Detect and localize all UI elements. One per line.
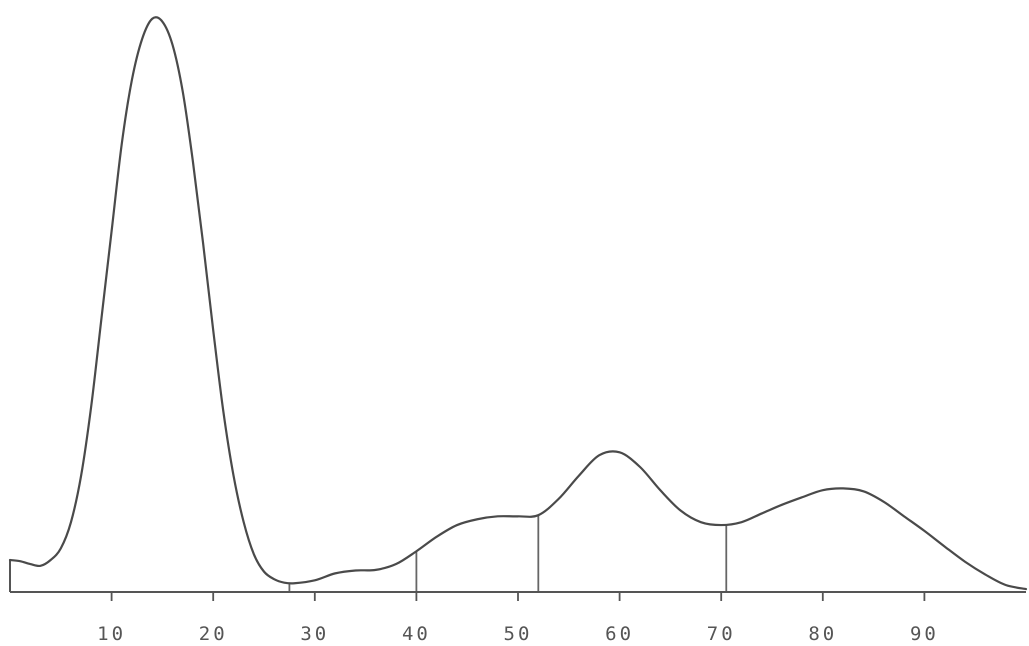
x-tick-label-50: 50 [504, 623, 533, 645]
x-tick-label-20: 20 [199, 623, 228, 645]
x-tick-label-40: 40 [402, 623, 431, 645]
ticks-layer [110, 592, 926, 601]
data-series-line [8, 16, 1028, 591]
x-tick-label-10: 10 [97, 623, 126, 645]
labels-layer: 10 20 30 40 50 60 70 80 90 [97, 623, 939, 645]
x-tick-label-90: 90 [910, 623, 939, 645]
x-tick-label-70: 70 [707, 623, 736, 645]
x-tick-label-60: 60 [605, 623, 634, 645]
x-tick-label-80: 80 [808, 623, 837, 645]
x-tick-label-30: 30 [300, 623, 329, 645]
dividers-layer [288, 515, 728, 592]
